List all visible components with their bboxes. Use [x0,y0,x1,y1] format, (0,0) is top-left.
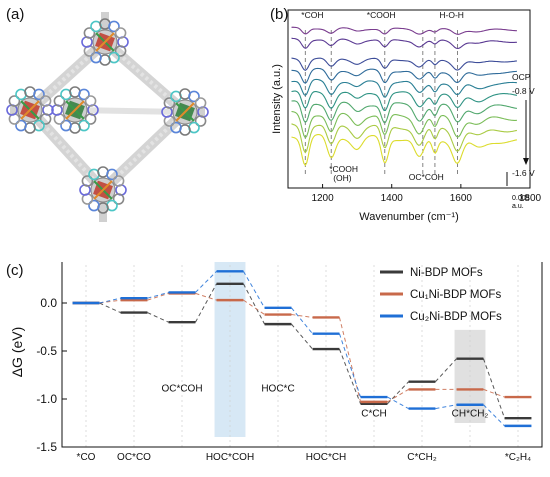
energy-connector [147,292,169,301]
band-annotation: *COOH [329,164,358,174]
energy-connector [435,404,457,410]
state-label-upper: C*CH [361,408,387,419]
state-label-lower: HOC*CH [306,452,347,463]
panel-c-label: (c) [6,262,24,279]
energy-connector [387,381,409,405]
energy-connector [147,291,169,299]
state-label-lower: C*CH₂ [407,452,437,463]
ir-spectrum-trace [291,37,517,50]
energy-connector [338,317,362,403]
mof-node [79,166,127,214]
state-label-lower: OC*CO [117,452,151,463]
x-tick-label: 1200 [311,193,334,204]
potential-arrow-head [523,158,529,165]
label-08v: -0.8 V [512,86,535,96]
ir-spectrum-trace [291,26,517,35]
energy-connector [338,348,362,404]
x-tick-label: 1800 [519,193,542,204]
energy-connector [387,388,409,403]
ir-spectrum-trace [291,110,517,139]
legend-label: Cu₁Ni-BDP MOFs [410,289,501,301]
ir-spectrum-trace [291,78,517,98]
energy-connector [483,388,505,398]
energy-connector [291,323,313,350]
y-tick-label: -0.5 [36,344,57,358]
energy-connector [243,271,265,309]
state-label-upper: CH*CH₂ [452,408,489,419]
x-tick-label: 1400 [381,193,404,204]
y-tick-label: -1.5 [36,440,57,454]
legend-label: Ni-BDP MOFs [410,267,483,279]
y-axis-label: Intensity (a.u.) [271,64,283,134]
energy-connector [338,333,362,398]
energy-connector [242,283,266,325]
ir-spectrum-trace [291,67,517,84]
y-tick-label: -1.0 [36,392,57,406]
legend-label: Cu₂Ni-BDP MOFs [410,311,502,323]
energy-connector [387,396,409,410]
plot-frame [287,9,531,189]
state-label-lower: HOC*COH [206,452,254,463]
energy-connector [435,358,457,383]
y-tick-label: 0.0 [40,296,57,310]
ir-spectrum-trace [291,90,518,112]
state-label-upper: OC*COH [161,383,202,394]
energy-connector [99,297,121,304]
energy-connector [291,314,313,318]
ir-spectra-chart: 1200 1400 1600 1800 *COH *COOH H-O-H*COOH(OH)… [271,9,542,223]
state-label-lower: *CO [77,452,96,463]
label-ocp: OCP [512,72,531,82]
panel-b-label: (b) [270,6,289,23]
band-annotation: (OH) [333,173,352,183]
ir-spectrum-trace [291,57,517,71]
energy-connector [147,312,169,323]
y-axis-label: ΔG (eV) [9,327,25,378]
band-annotation: OC*COH [409,172,444,182]
x-tick-label: 1600 [450,193,473,204]
mof-node [51,86,99,134]
mof-node [81,18,129,66]
mof-node [6,86,54,134]
mof-node [161,88,209,136]
energy-series [72,270,532,428]
state-label-lower: *C₂H₄ [505,452,531,463]
energy-connector [195,270,217,293]
band-annotation: H-O-H [439,10,464,20]
energy-connector [195,292,217,301]
label-16v: -1.6 V [512,168,535,178]
energy-connector [291,307,313,335]
energy-connector [243,299,265,315]
band-annotation: *COH [301,10,323,20]
ir-spectrum-trace [291,100,517,124]
energy-connector [99,302,121,314]
x-axis-label: Wavenumber (cm⁻¹) [359,211,459,223]
ir-spectrum-trace [291,123,518,154]
mof-structure-image [6,12,209,222]
state-label-upper: HOC*C [261,383,294,394]
energy-connector [482,358,506,419]
ir-spectrum-trace [291,134,518,167]
energy-connector [195,283,217,323]
free-energy-chart: 0.50.0-0.5-1.0-1.5 *COOC*COHOC*COHHOC*CH… [9,262,543,463]
scale-bar-unit: a.u. [512,203,524,210]
panel-a-label: (a) [6,6,25,23]
energy-connector [483,404,505,427]
scale-bar-value: 0.005 [512,195,530,202]
energy-series [72,282,532,420]
band-annotation: *COOH [367,10,396,20]
